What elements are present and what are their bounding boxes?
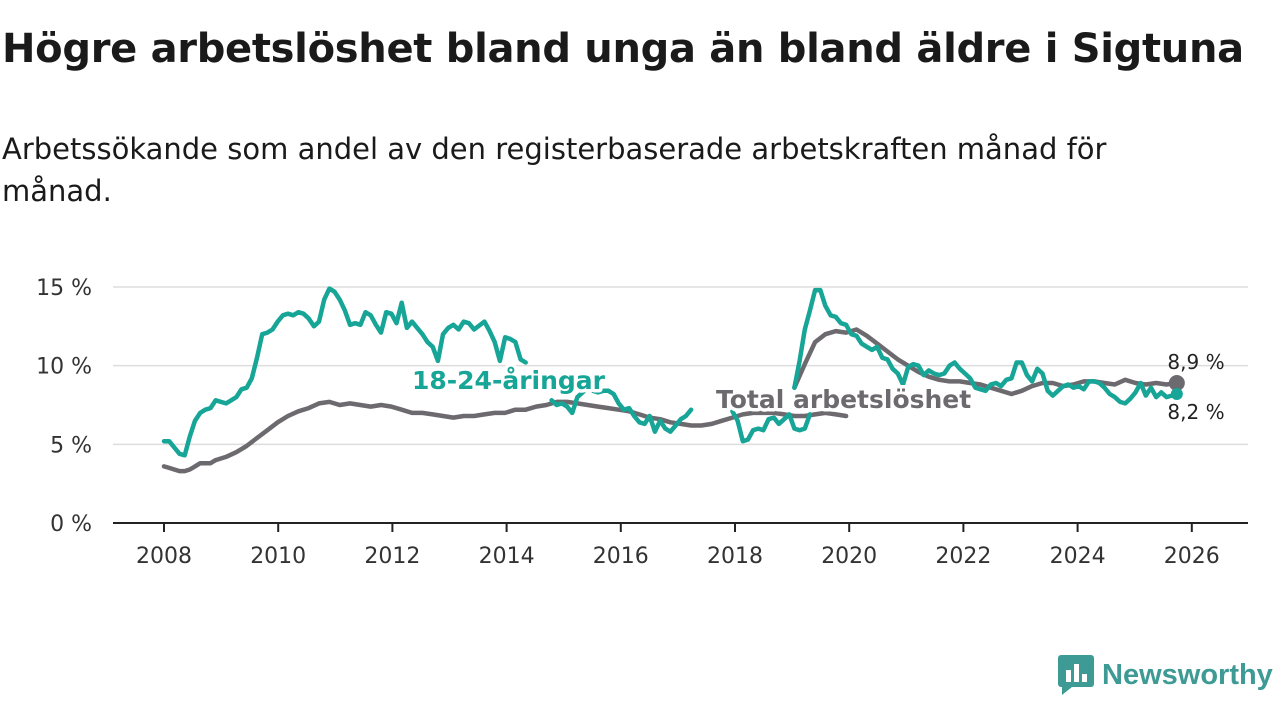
y-tick-label: 0 % xyxy=(50,512,92,537)
grid-layer xyxy=(113,286,1248,446)
x-tick-label: 2024 xyxy=(1050,544,1106,569)
youth-line-segment-2 xyxy=(549,385,694,434)
chart-subtitle: Arbetssökande som andel av den registerb… xyxy=(2,132,1107,208)
y-tick-label: 5 % xyxy=(50,433,92,458)
x-tick-label: 2008 xyxy=(136,544,192,569)
brand-name: Newsworthy xyxy=(1102,658,1273,691)
label-layer: 8,9 %8,2 %18-24-åringar18-24-åringarTota… xyxy=(409,350,1225,424)
newsworthy-brand: Newsworthy xyxy=(1058,655,1273,695)
x-tick-label: 2010 xyxy=(250,544,306,569)
youth-line-segment-1 xyxy=(161,286,528,458)
y-tick-label: 10 % xyxy=(36,355,92,380)
youth-series-label: 18-24-åringar xyxy=(412,366,606,395)
y-axis: 0 % 5 % 10 % 15 % xyxy=(36,276,92,537)
total-series-label: Total arbetslöshet xyxy=(716,385,971,414)
x-tick-label: 2012 xyxy=(364,544,420,569)
x-tick-label: 2016 xyxy=(593,544,649,569)
youth-line-segment-3 xyxy=(730,409,813,444)
total-end-value-label: 8,9 % xyxy=(1167,350,1224,374)
series-layer xyxy=(161,286,1185,474)
x-tick-label: 2022 xyxy=(935,544,991,569)
x-tick-label: 2020 xyxy=(821,544,877,569)
x-axis: 2008 2010 2012 2014 2016 2018 2020 2022 2024 2026 xyxy=(113,522,1248,569)
youth-end-value-label: 8,2 % xyxy=(1167,400,1224,424)
x-tick-label: 2018 xyxy=(707,544,763,569)
total-end-marker xyxy=(1168,374,1185,391)
total-line-segment-2 xyxy=(792,327,1180,397)
total-series-label-halo: Total arbetslöshet xyxy=(716,385,971,414)
x-tick-label: 2026 xyxy=(1164,544,1220,569)
youth-series-label-halo: 18-24-åringar xyxy=(412,366,606,395)
newsworthy-logo-icon xyxy=(1058,655,1094,695)
x-tick-label: 2014 xyxy=(479,544,535,569)
youth-line-segment-4 xyxy=(792,287,1180,406)
y-tick-label: 15 % xyxy=(36,276,92,301)
chart-title: Högre arbetslöshet bland unga än bland ä… xyxy=(2,26,1244,72)
total-line-segment-1 xyxy=(161,399,849,474)
youth-end-marker xyxy=(1170,387,1183,400)
